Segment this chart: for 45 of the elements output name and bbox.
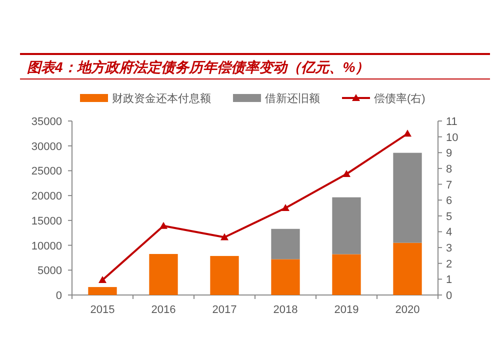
bar [149, 254, 178, 295]
y2-tick-label: 4 [446, 226, 452, 239]
bar [271, 259, 300, 295]
x-tick-label: 2020 [395, 304, 420, 316]
y2-tick-label: 1 [446, 274, 452, 286]
y2-tick-label: 6 [446, 195, 452, 208]
y2-tick-label: 2 [446, 258, 452, 270]
point [160, 222, 168, 229]
y-tick-label: 15000 [31, 215, 62, 228]
bar [88, 287, 117, 295]
point [220, 233, 228, 240]
bar [393, 242, 422, 295]
y-tick-label: 0 [56, 290, 62, 302]
x-tick-label: 2018 [273, 304, 298, 316]
y2-tick-label: 10 [446, 132, 458, 144]
y-tick-label: 25000 [31, 166, 62, 178]
point [342, 170, 350, 177]
y2-tick-label: 5 [446, 210, 452, 223]
y2-tick-label: 8 [446, 163, 452, 176]
chart-title: 图表4：地方政府法定债务历年偿债率变动（亿元、%） [27, 59, 370, 75]
y2-tick-label: 3 [446, 242, 452, 255]
bar [393, 152, 422, 243]
y2-tick-label: 0 [446, 290, 452, 302]
legend-label: 财政资金还本付息额 [112, 92, 211, 105]
x-tick-label: 2017 [212, 304, 237, 316]
y-tick-label: 35000 [31, 116, 62, 128]
point [404, 130, 412, 137]
y-tick-label: 5000 [38, 265, 62, 278]
point [98, 276, 106, 283]
y2-tick-label: 7 [446, 179, 452, 192]
legend-label: 偿债率(右) [374, 92, 426, 105]
y2-tick-label: 11 [446, 116, 458, 128]
x-tick-label: 2019 [334, 304, 359, 316]
y-tick-label: 20000 [31, 190, 62, 203]
bar [332, 254, 361, 295]
y-tick-label: 30000 [31, 140, 62, 153]
point [282, 204, 290, 211]
y-tick-label: 10000 [31, 240, 62, 252]
bar [210, 256, 239, 295]
x-tick-label: 2016 [151, 304, 176, 316]
bar [332, 197, 361, 254]
y2-tick-label: 9 [446, 148, 452, 160]
x-tick-label: 2015 [90, 304, 115, 316]
legend-label: 借新还旧额 [265, 92, 320, 105]
bar [271, 228, 300, 260]
